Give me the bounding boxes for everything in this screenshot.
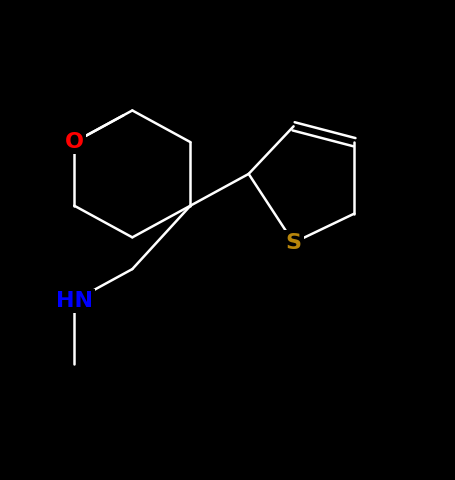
Text: HN: HN xyxy=(56,291,93,311)
Text: O: O xyxy=(65,132,84,152)
Text: S: S xyxy=(286,233,302,252)
